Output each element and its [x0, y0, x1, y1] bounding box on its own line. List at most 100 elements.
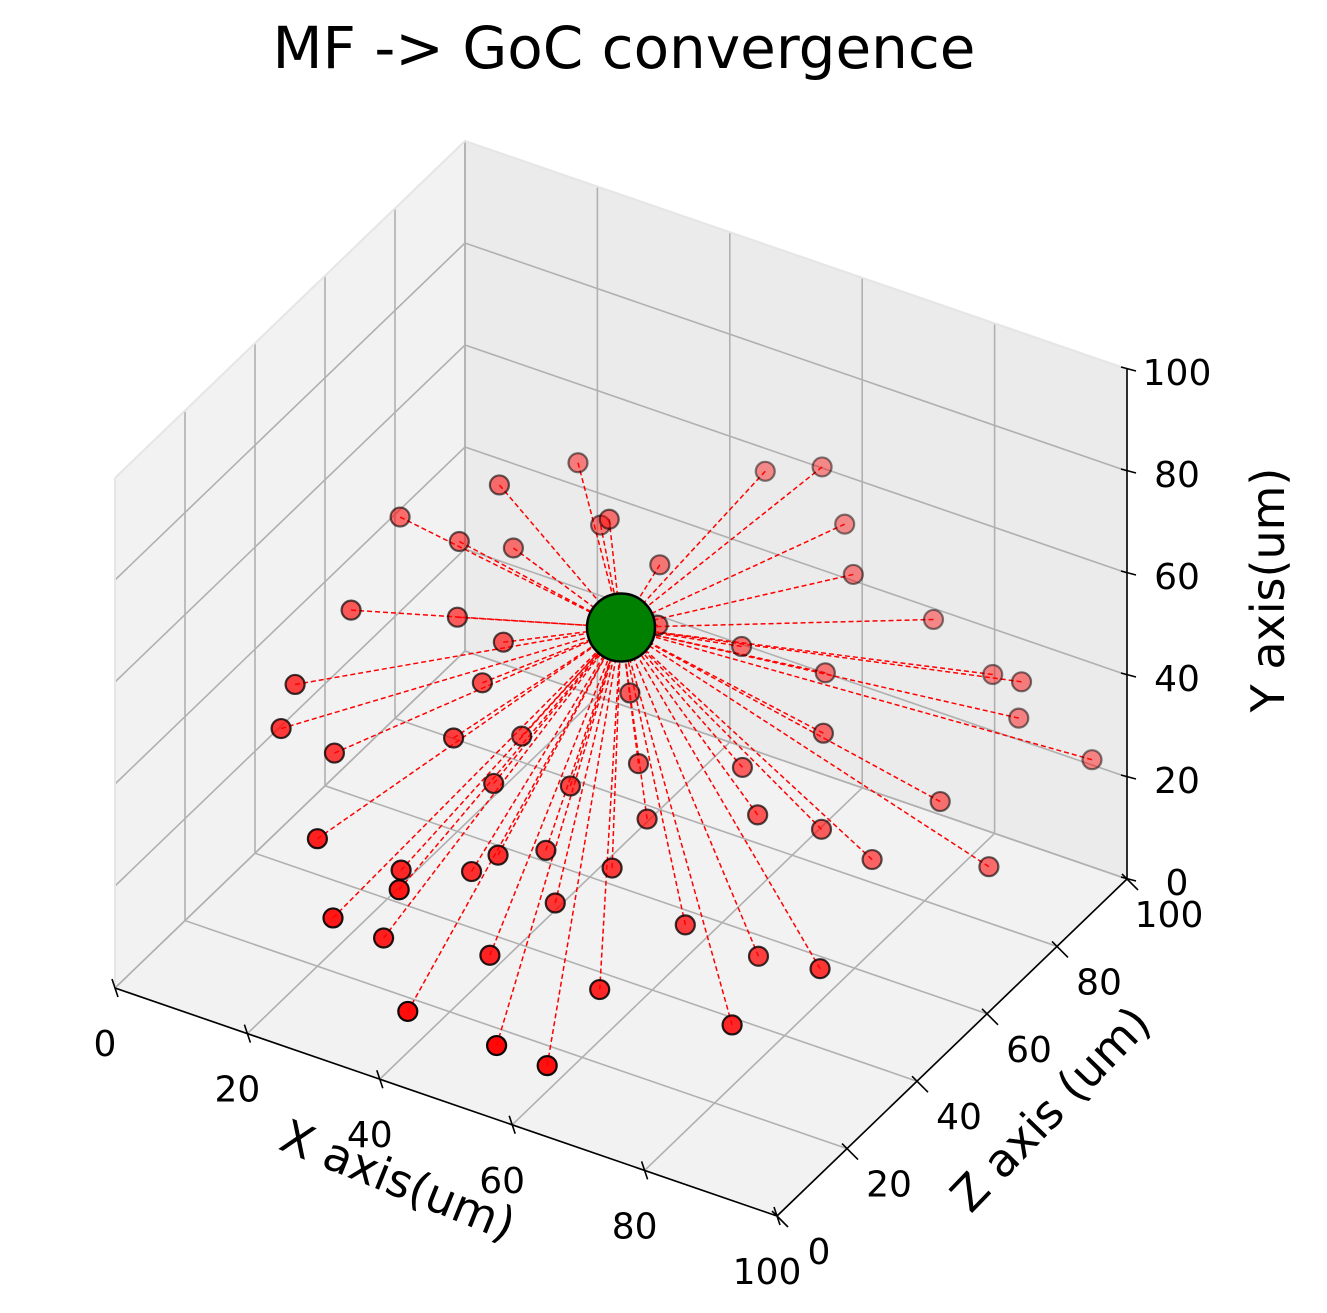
y-vertical-tick-label: 0 — [1166, 863, 1189, 904]
connection-line — [598, 627, 622, 990]
connection-line — [620, 466, 823, 629]
mf-point — [390, 859, 412, 881]
connection-line — [332, 626, 622, 919]
x-tick-label: 100 — [733, 1252, 802, 1293]
connection-line — [620, 626, 990, 868]
mf-points — [270, 452, 1103, 1077]
y-vertical-tick-mark — [1120, 876, 1137, 882]
grid-line-z-depth — [324, 275, 988, 1015]
mf-point — [483, 772, 505, 795]
goc-layer — [585, 592, 657, 663]
connection-line — [620, 627, 760, 957]
connection-line — [599, 524, 622, 628]
y-vertical-tick-label: 40 — [1154, 659, 1200, 700]
connection-line — [545, 627, 622, 851]
mf-point — [1010, 671, 1033, 693]
z-depth-tick-mark — [981, 1008, 999, 1026]
connection-line — [400, 626, 622, 871]
connection-line — [620, 627, 687, 926]
mf-point — [811, 456, 833, 478]
mf-point — [982, 663, 1004, 686]
mf-point — [544, 892, 566, 914]
x-tick-mark — [640, 1161, 649, 1180]
mf-point — [1081, 749, 1103, 771]
connection-line — [399, 516, 622, 629]
connection-line — [512, 547, 622, 629]
mf-point — [284, 673, 306, 696]
connection-line — [398, 627, 622, 891]
mf-point — [567, 452, 589, 474]
mf-point — [446, 606, 468, 628]
connection-line — [620, 626, 941, 803]
connection-line — [280, 626, 622, 730]
mf-point — [1008, 707, 1030, 729]
mf-point — [598, 508, 620, 530]
z-depth-tick-label: 20 — [866, 1165, 912, 1206]
x-tick-label: 40 — [347, 1115, 393, 1156]
connection-line — [620, 627, 759, 816]
y-vertical-tick-label: 100 — [1143, 353, 1212, 394]
mf-point — [636, 808, 658, 830]
mf-point — [922, 608, 945, 631]
connection-line — [620, 626, 826, 674]
y-vertical-tick-label: 20 — [1154, 761, 1200, 802]
z-depth-tick-mark — [1051, 940, 1069, 958]
x-tick-mark — [376, 1069, 384, 1089]
left-pane — [115, 141, 465, 988]
connection-line — [620, 627, 733, 1026]
mf-point — [809, 958, 831, 980]
x-tick-label: 80 — [612, 1206, 658, 1247]
mf-point — [861, 848, 883, 871]
mf-point — [674, 914, 696, 936]
pane-edge — [114, 140, 466, 479]
connection-line — [620, 627, 821, 970]
mf-point — [487, 844, 509, 866]
y-vertical-tick-mark — [1120, 774, 1137, 780]
mf-point — [486, 1034, 508, 1057]
z-depth-tick-label: 80 — [1076, 962, 1122, 1003]
connection-line — [453, 626, 622, 739]
x-tick-label: 20 — [214, 1070, 260, 1111]
connection-line — [294, 626, 622, 686]
mf-point — [810, 818, 833, 840]
mf-point — [479, 944, 501, 966]
grid-line-z-depth — [254, 343, 918, 1082]
y-vertical-tick-mark — [1120, 672, 1137, 678]
mf-point — [731, 756, 754, 779]
connection-line — [489, 627, 622, 956]
connection-line — [577, 462, 622, 628]
mf-point — [448, 530, 470, 553]
x-tick-mark — [111, 978, 119, 998]
connection-line — [620, 470, 766, 629]
axes: 0 0 0 20 20 20 40 40 40 60 60 60 80 80 80 100 100 100 — [94, 353, 1212, 1293]
mf-point — [471, 672, 493, 694]
connection-line — [620, 626, 824, 734]
y-vertical-tick-label: 80 — [1154, 455, 1200, 496]
mf-point — [389, 506, 411, 528]
y-vertical-tick-mark — [1120, 570, 1137, 576]
mf-point — [601, 857, 623, 879]
z-depth-tick-label: 60 — [1006, 1030, 1052, 1071]
mf-point — [502, 537, 525, 559]
mf-point — [747, 804, 769, 826]
connection-line — [497, 627, 622, 856]
y-vertical-tick-mark — [1120, 366, 1137, 372]
mf-point — [721, 1014, 743, 1036]
mf-point — [559, 775, 582, 797]
connection-line — [495, 627, 622, 1046]
z-depth-tick-label: 40 — [936, 1097, 982, 1138]
mf-point — [397, 1000, 419, 1023]
mf-point — [834, 513, 856, 535]
mf-point — [443, 727, 465, 749]
mf-point — [535, 839, 557, 861]
mf-point — [814, 662, 836, 684]
connection-line — [493, 627, 622, 784]
goc-point — [585, 592, 657, 663]
mf-point — [306, 828, 328, 850]
x-tick-label: 60 — [479, 1161, 525, 1202]
connection-line — [351, 609, 622, 629]
connection-line — [620, 626, 1093, 761]
x-tick-label: 0 — [94, 1024, 117, 1065]
connection-line — [620, 626, 873, 861]
connection-line — [620, 626, 1022, 683]
